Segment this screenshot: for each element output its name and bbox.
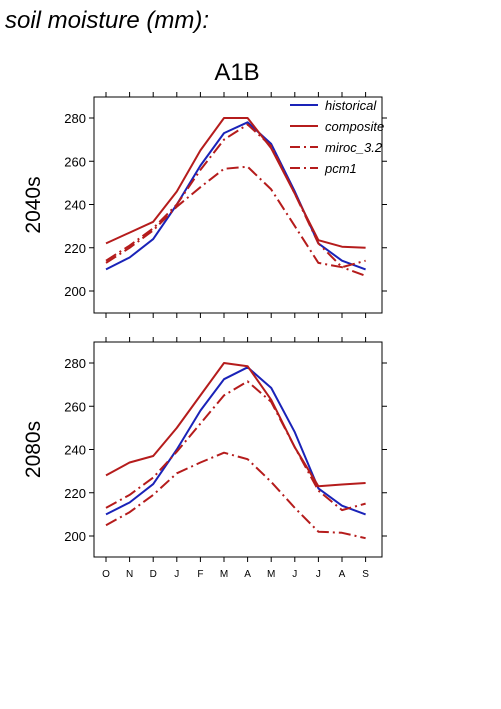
x-tick-label: O bbox=[102, 569, 110, 580]
series-line-miroc-3-2 bbox=[105, 123, 366, 269]
y-tick-label: 220 bbox=[64, 241, 86, 256]
y-tick-label: 240 bbox=[64, 443, 86, 458]
x-tick-label: A bbox=[244, 569, 251, 580]
figure-title: soil moisture (mm): bbox=[5, 7, 209, 34]
y-tick-label: 240 bbox=[64, 198, 86, 213]
y-tick-label: 280 bbox=[64, 356, 86, 371]
x-tick-label: N bbox=[126, 569, 133, 580]
series-line-pcm1 bbox=[105, 165, 366, 277]
y-tick-label: 200 bbox=[64, 284, 86, 299]
scenario-label: A1B bbox=[214, 59, 259, 86]
x-tick-label: A bbox=[339, 569, 346, 580]
plot-frame bbox=[93, 341, 383, 558]
y-tick-label: 220 bbox=[64, 486, 86, 501]
y-tick-label: 260 bbox=[64, 154, 86, 169]
series-line-composite bbox=[105, 117, 366, 249]
x-tick-label: S bbox=[362, 569, 369, 580]
series-line-historical bbox=[105, 121, 366, 271]
legend: historical composite miroc_3.2 pcm1 bbox=[290, 98, 384, 176]
series-line-composite bbox=[105, 362, 366, 488]
series-line-pcm1 bbox=[105, 451, 366, 540]
row-label: 2040s bbox=[22, 176, 45, 233]
x-tick-label: J bbox=[292, 569, 297, 580]
legend-label: composite bbox=[325, 119, 384, 134]
x-tick-label: M bbox=[220, 569, 228, 580]
x-tick-label: J bbox=[174, 569, 179, 580]
x-tick-label: J bbox=[316, 569, 321, 580]
row-label: 2080s bbox=[22, 421, 45, 478]
series-line-miroc-3-2 bbox=[105, 380, 366, 512]
y-tick-label: 260 bbox=[64, 399, 86, 414]
series-line-historical bbox=[105, 366, 366, 516]
panel-2040s: 200 220 240 260 280 2040s bbox=[22, 92, 387, 318]
x-tick-label: D bbox=[150, 569, 157, 580]
x-tick-label: F bbox=[197, 569, 203, 580]
legend-label: miroc_3.2 bbox=[325, 140, 383, 155]
legend-label: pcm1 bbox=[324, 161, 357, 176]
legend-label: historical bbox=[325, 98, 377, 113]
y-tick-label: 200 bbox=[64, 529, 86, 544]
y-tick-label: 280 bbox=[64, 111, 86, 126]
panel-2080s: 200 220 240 260 280 2080s bbox=[22, 337, 387, 562]
x-tick-label: M bbox=[267, 569, 275, 580]
